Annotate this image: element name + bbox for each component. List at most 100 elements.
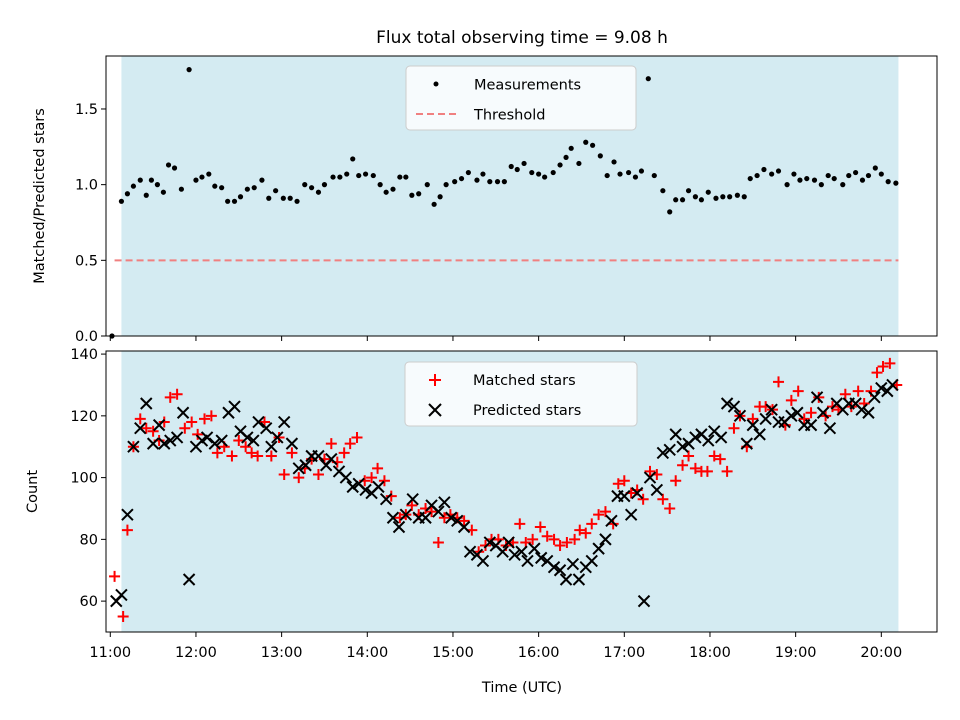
- measurement-point: [206, 171, 212, 177]
- measurement-point: [193, 177, 199, 183]
- y-tick-label: 100: [70, 471, 98, 487]
- predicted-star-point: [200, 431, 214, 444]
- matched-star-point: [252, 450, 264, 462]
- matched-star-point: [246, 447, 258, 459]
- measurement-point: [741, 194, 747, 200]
- predicted-star-point: [630, 486, 644, 500]
- matched-star-point: [385, 490, 397, 502]
- measurement-point: [576, 160, 582, 167]
- predicted-star-point: [785, 409, 798, 423]
- measurement-point: [617, 171, 623, 177]
- x-tick-label: 18:00: [689, 645, 731, 661]
- measurement-point: [865, 172, 872, 179]
- measurement-point: [302, 182, 308, 188]
- predicted-star-point: [208, 437, 222, 450]
- measurement-point: [698, 197, 705, 203]
- measurement-point: [604, 172, 610, 179]
- measurement-point: [171, 165, 178, 171]
- measurement-point: [251, 185, 257, 191]
- predicted-star-point: [127, 440, 140, 453]
- top-y-axis-label: Matched/Predicted stars: [32, 108, 48, 284]
- matched-star-point: [265, 450, 277, 462]
- matched-star-point: [670, 475, 682, 487]
- matched-star-point: [325, 438, 337, 450]
- measurement-point: [818, 182, 824, 188]
- predicted-star-point: [299, 459, 312, 472]
- predicted-star-point: [215, 434, 228, 447]
- predicted-star-point: [689, 431, 702, 444]
- y-tick-label: 1.0: [75, 178, 98, 194]
- measurement-point: [458, 175, 465, 182]
- x-tick-label: 19:00: [775, 645, 817, 661]
- matched-star-point: [884, 357, 896, 369]
- matched-star-point: [211, 447, 223, 459]
- predicted-star-point: [241, 431, 254, 444]
- x-tick-label: 15:00: [432, 645, 474, 661]
- predicted-star-point: [146, 437, 160, 450]
- matched-star-point: [273, 431, 285, 443]
- predicted-star-point: [618, 489, 631, 503]
- measurement-point: [632, 174, 639, 180]
- measurement-point: [611, 159, 617, 165]
- predicted-star-point: [804, 418, 818, 432]
- predicted-star-point: [740, 437, 754, 450]
- matched-star-point: [708, 450, 720, 462]
- predicted-star-point: [886, 378, 899, 392]
- predicted-star-point: [502, 536, 515, 549]
- measurement-point: [244, 186, 250, 192]
- predicted-star-point: [252, 415, 265, 429]
- predicted-star-point: [868, 391, 881, 404]
- measurement-point: [370, 172, 376, 179]
- predicted-star-point: [134, 421, 147, 435]
- measurement-point: [337, 174, 343, 180]
- measurement-point: [831, 175, 837, 182]
- matched-star-point: [192, 428, 204, 440]
- top-legend: Measurements Threshold: [405, 65, 637, 131]
- predicted-star-point: [746, 418, 760, 432]
- measurement-point: [625, 169, 632, 176]
- measurement-point: [769, 171, 775, 177]
- matched-star-point: [683, 450, 695, 462]
- measurement-point: [846, 172, 852, 179]
- predicted-star-point: [759, 412, 772, 426]
- top-x-ticks: [109, 336, 882, 341]
- matched-star-point: [773, 376, 785, 388]
- predicted-star-point: [650, 483, 664, 497]
- measurement-point: [124, 191, 131, 197]
- measurement-point: [568, 145, 574, 151]
- x-tick-label: 13:00: [261, 645, 303, 661]
- matched-star-point: [426, 506, 438, 518]
- measurement-point: [679, 197, 686, 203]
- measurement-point: [154, 182, 161, 188]
- matched-star-point: [205, 410, 217, 422]
- measurement-point: [143, 192, 149, 198]
- measurement-point: [840, 182, 846, 188]
- predicted-star-point: [496, 545, 509, 558]
- matched-star-point: [338, 447, 350, 459]
- measurement-point: [474, 177, 480, 183]
- measurement-point: [811, 177, 818, 183]
- measurement-point: [853, 169, 859, 176]
- measurement-point: [872, 165, 878, 171]
- predicted-star-point: [702, 434, 715, 447]
- legend-threshold-label: Threshold: [473, 108, 545, 124]
- predicted-star-point: [121, 508, 134, 521]
- matched-star-point: [689, 462, 701, 474]
- matched-star-point: [147, 425, 159, 437]
- measurement-point: [529, 169, 535, 176]
- measurement-point: [452, 179, 458, 185]
- predicted-star-point: [445, 511, 458, 524]
- measurement-point: [508, 163, 514, 170]
- matched-star-point: [785, 394, 797, 406]
- measurement-point: [878, 171, 884, 177]
- measurement-point: [583, 139, 589, 145]
- measurement-point: [148, 177, 155, 183]
- matched-star-point: [134, 413, 146, 425]
- matched-star-point: [458, 515, 470, 527]
- matched-star-point: [293, 472, 305, 484]
- matched-star-point: [164, 391, 176, 403]
- measurement-point: [160, 189, 166, 195]
- measurement-point: [437, 194, 443, 200]
- predicted-star-point: [676, 440, 689, 453]
- measurement-point: [259, 177, 265, 183]
